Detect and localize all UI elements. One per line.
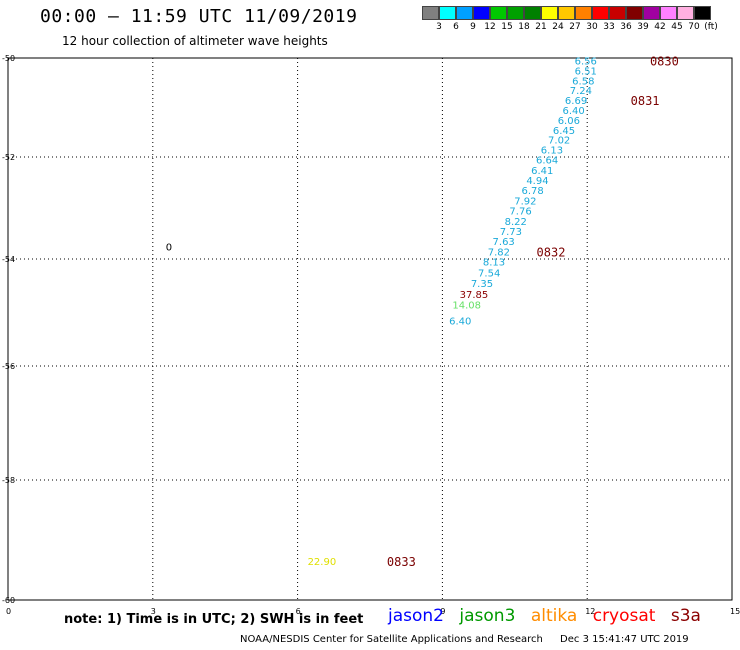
swh-value-label: 6.58: [572, 76, 594, 87]
scale-swatch: [694, 6, 711, 20]
scale-label: 18: [518, 22, 530, 32]
scale-swatch: [524, 6, 541, 20]
scale-swatch: [626, 6, 643, 20]
scale-label: 45: [671, 22, 683, 32]
swh-value-label: 0: [166, 242, 172, 253]
x-tick-label: 12: [585, 607, 595, 616]
swh-value-label: 7.82: [488, 247, 510, 258]
legend-altika: altika: [530, 606, 578, 626]
legend-s3a: s3a: [670, 606, 701, 626]
scale-label: 15: [501, 22, 513, 32]
swh-value-label: 6.78: [521, 186, 543, 197]
swh-value-label: 6.64: [536, 156, 558, 167]
swh-value-label: 4.94: [526, 176, 548, 187]
color-scale: [422, 6, 711, 20]
scale-label: 33: [603, 22, 615, 32]
scale-swatch: [575, 6, 592, 20]
swh-value-label: 6.40: [563, 106, 585, 117]
scale-label: 24: [552, 22, 564, 32]
swh-value-label: 6.13: [541, 146, 563, 157]
footer-credit: NOAA/NESDIS Center for Satellite Applica…: [240, 634, 543, 645]
swh-value-label: 6.51: [575, 66, 597, 77]
swh-value-label: 7.02: [548, 136, 570, 147]
x-tick-label: 15: [730, 607, 740, 616]
swh-value-label: 7.24: [570, 86, 592, 97]
swh-value-label: 8.22: [505, 217, 527, 228]
scale-label: 3: [436, 22, 442, 32]
y-tick-label: -50: [2, 54, 15, 63]
orbit-time-label: 0832: [537, 245, 566, 259]
scale-label: 42: [654, 22, 666, 32]
x-tick-label: 9: [440, 607, 445, 616]
scale-label: 12: [484, 22, 496, 32]
swh-value-label: 7.63: [493, 237, 515, 248]
swh-value-label: 7.73: [500, 227, 522, 238]
swh-value-label: 7.54: [478, 268, 500, 279]
swh-value-label: 6.69: [565, 96, 587, 107]
scale-swatch: [643, 6, 660, 20]
scale-label: 30: [586, 22, 598, 32]
scale-swatch: [456, 6, 473, 20]
x-tick-label: 3: [151, 607, 156, 616]
scale-label: 9: [470, 22, 476, 32]
color-scale-labels: 3 6 9 12 15 18 21 24 27 30 33 36 39 42 45 70 (ft): [422, 22, 740, 34]
map-frame: [7, 57, 733, 601]
orbit-time-label: 0831: [631, 94, 660, 108]
scale-swatch: [677, 6, 694, 20]
y-tick-label: -56: [2, 362, 15, 371]
scale-label: 27: [569, 22, 581, 32]
y-tick-label: -54: [2, 255, 15, 264]
y-tick-label: -52: [2, 153, 15, 162]
units-note: note: 1) Time is in UTC; 2) SWH is in fe…: [64, 612, 364, 627]
swh-value-label: 6.45: [553, 126, 575, 137]
swh-value-label: 6.06: [558, 116, 580, 127]
swh-value-label: 6.41: [531, 166, 553, 177]
map-title: 00:00 – 11:59 UTC 11/09/2019: [40, 6, 358, 27]
satellite-legend: jason2 jason3 altika cryosat s3a: [388, 606, 711, 626]
scale-swatch: [558, 6, 575, 20]
scale-label: 39: [637, 22, 649, 32]
x-tick-label: 0: [6, 607, 11, 616]
scale-swatch: [490, 6, 507, 20]
scale-swatch: [592, 6, 609, 20]
scale-swatch: [422, 6, 439, 20]
orbit-time-label: 0833: [387, 555, 416, 569]
swh-value-label: 14.08: [452, 300, 481, 311]
legend-jason2: jason2: [388, 606, 444, 626]
swh-value-label: 6.56: [575, 56, 597, 67]
map-subtitle: 12 hour collection of altimeter wave hei…: [62, 34, 328, 48]
scale-label: 21: [535, 22, 547, 32]
scale-swatch: [507, 6, 524, 20]
scale-label: (ft): [704, 22, 718, 32]
footer-timestamp: Dec 3 15:41:47 UTC 2019: [560, 634, 689, 645]
scale-swatch: [541, 6, 558, 20]
x-tick-label: 6: [296, 607, 301, 616]
legend-cryosat: cryosat: [592, 606, 656, 626]
scale-label: 36: [620, 22, 632, 32]
swh-value-label: 7.35: [471, 279, 493, 290]
scale-swatch: [473, 6, 490, 20]
footer: NOAA/NESDIS Center for Satellite Applica…: [240, 634, 689, 645]
swh-value-label: 6.40: [449, 317, 471, 328]
legend-jason3: jason3: [459, 606, 516, 626]
orbit-time-label: 0830: [650, 54, 679, 68]
swh-value-label: 7.76: [509, 207, 531, 218]
scale-swatch: [660, 6, 677, 20]
swh-value-label: 8.13: [483, 258, 505, 269]
scale-label: 70: [688, 22, 700, 32]
scale-swatch: [439, 6, 456, 20]
scale-swatch: [609, 6, 626, 20]
y-tick-label: -60: [2, 596, 15, 605]
scale-label: 6: [453, 22, 459, 32]
swh-value-label: 22.90: [308, 557, 337, 568]
y-tick-label: -58: [2, 476, 15, 485]
swh-value-label: 37.85: [460, 290, 489, 301]
swh-value-label: 7.92: [514, 196, 536, 207]
